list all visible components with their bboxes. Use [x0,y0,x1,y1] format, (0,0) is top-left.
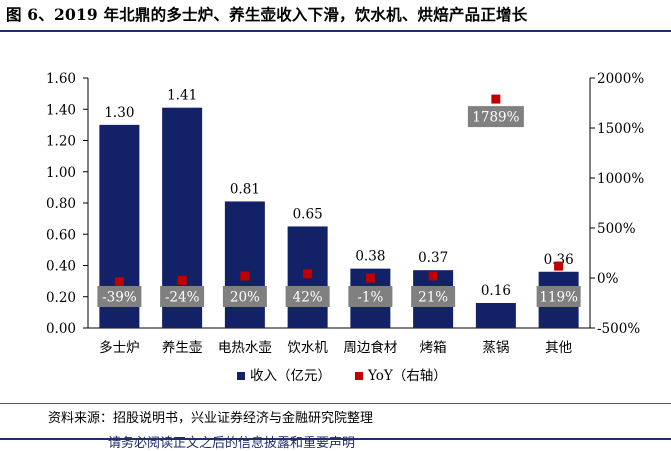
legend-swatch-revenue [237,372,245,380]
x-tick-label: 蒸锅 [482,340,509,356]
y-tick-label-right: 1500% [597,121,644,137]
yoy-marker [428,271,438,281]
x-tick-label: 饮水机 [287,340,328,356]
disclaimer: 请务必阅读正文之后的信息披露和重要声明 [108,436,356,451]
yoy-marker [554,261,564,271]
x-tick-label: 多士炉 [99,339,140,356]
yoy-label-box [97,286,142,307]
yoy-label-box [285,286,330,307]
bar-labels: 1.30 1.41 0.81 0.65 0.38 0.37 0.16 0.36 [104,88,573,299]
y-tick-label-right: -500% [597,321,640,337]
yoy-marker [114,277,124,287]
y-tick-label-left: 0.20 [46,290,76,306]
chart-title: 图 6、2019 年北鼎的多士炉、养生壶收入下滑，饮水机、烘焙产品正增长 [6,5,528,24]
bar-value-label: 1.30 [104,105,134,121]
yoy-label: 20% [230,290,260,306]
yoy-label-box [160,286,205,307]
yoy-marker [240,271,250,281]
title-divider [0,30,671,32]
legend: 收入（亿元） YoY（右轴） [237,368,447,384]
y-tick-label-right: 1000% [597,171,644,187]
y-tick-label-left: 1.40 [46,102,76,118]
bar [475,303,516,328]
yoy-label: -1% [357,290,383,306]
y-tick-label-right: 2000% [597,71,644,87]
x-tick-label: 养生壶 [162,340,203,356]
bar-value-label: 0.36 [544,252,574,268]
source-divider [0,403,671,404]
axes: 0.00 0.20 0.40 0.60 0.80 1.00 1.20 1.40 1.60 -500… [46,71,644,356]
y-tick-label-left: 1.20 [46,134,76,150]
yoy-label-box [222,286,267,307]
yoy-label: 1789% [472,110,519,126]
y-tick-label-left: 0.40 [46,259,76,275]
bar-value-label: 0.38 [355,249,385,265]
x-tick-label: 其他 [545,340,572,356]
legend-label-revenue: 收入（亿元） [250,368,331,384]
y-tick-label-left: 1.00 [46,165,76,181]
bar-value-label: 0.37 [418,250,448,266]
bar [224,201,265,328]
x-tick-label: 电热水壶 [218,340,272,356]
yoy-label-box [467,106,524,128]
chart: 0.00 0.20 0.40 0.60 0.80 1.00 1.20 1.40 1.60 -500… [46,71,644,384]
yoy-marker [303,269,313,279]
yoy-marker [177,275,187,285]
y-tick-label-right: 500% [597,221,636,237]
yoy-label: 119% [539,290,578,306]
yoy-label: 21% [418,290,448,306]
yoy-label: -24% [165,290,200,306]
yoy-marker [365,273,375,283]
bar-value-label: 0.16 [481,283,511,299]
x-tick-label: 烤箱 [420,340,447,356]
bar-value-label: 1.41 [167,88,197,104]
y-tick-label-left: 1.60 [46,71,76,87]
yoy-series: -39% -24% 20% 42% -1% 21% 1789% 119% [97,94,581,307]
legend-label-yoy: YoY（右轴） [367,368,447,384]
yoy-label-box [348,286,393,307]
y-tick-label-left: 0.60 [46,227,76,243]
yoy-label: 42% [293,290,323,306]
legend-swatch-yoy [355,372,363,380]
yoy-label: -39% [102,290,137,306]
bottom-divider [0,438,671,440]
source-note: 资料来源：招股说明书，兴业证券经济与金融研究院整理 [48,411,374,426]
yoy-marker [491,94,501,104]
bar-value-label: 0.65 [293,206,323,222]
x-tick-label: 周边食材 [343,339,397,356]
y-tick-label-left: 0.80 [46,196,76,212]
y-tick-label-right: 0% [597,271,619,287]
bar-value-label: 0.81 [230,181,260,197]
yoy-label-box [536,286,581,307]
yoy-label-box [411,286,456,307]
y-tick-label-left: 0.00 [46,321,76,337]
